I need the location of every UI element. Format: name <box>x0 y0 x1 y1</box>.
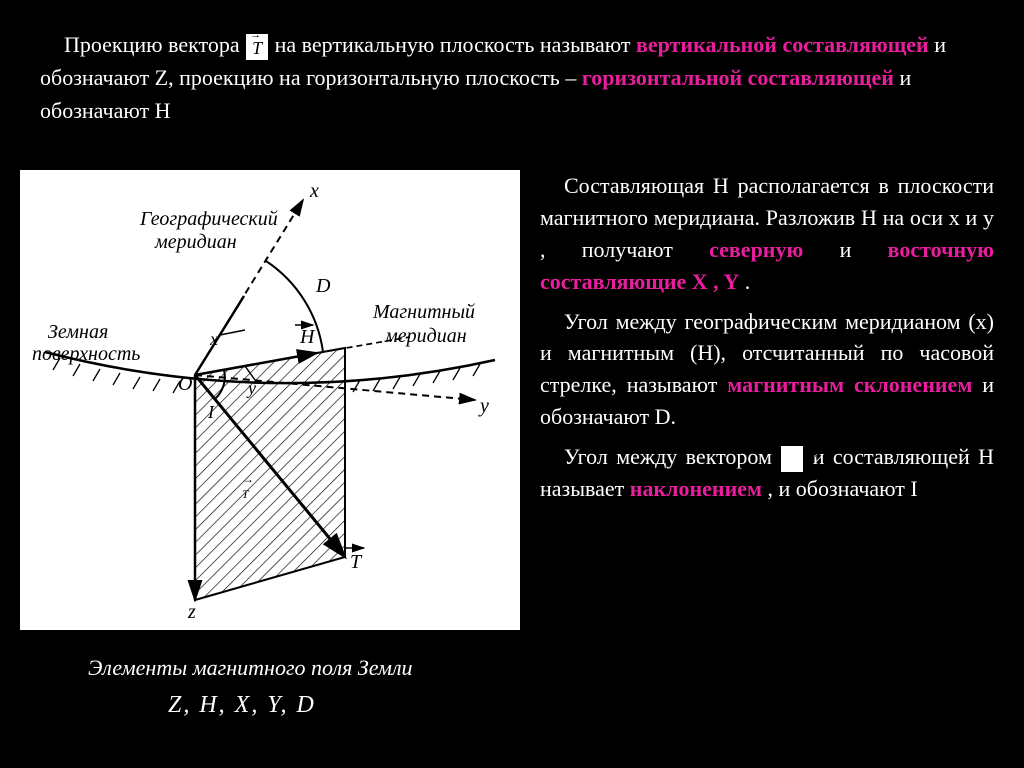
label-earth1: Земная <box>48 321 108 343</box>
p1b: и <box>840 237 888 262</box>
p3c: , и обозначают I <box>768 476 918 501</box>
label-t: T <box>350 551 363 573</box>
para1: Составляющая H располагается в плоскости… <box>540 170 994 298</box>
diagram: Географический меридиан Магнитный мериди… <box>20 170 520 630</box>
label-z: z <box>187 601 196 623</box>
label-geographic2: меридиан <box>154 231 237 253</box>
text-part1: Проекцию вектора <box>64 32 245 57</box>
label-d: D <box>315 275 331 297</box>
p1c: . <box>745 269 751 294</box>
main-content: Географический меридиан Магнитный мериди… <box>20 170 1004 630</box>
p3a: Угол между вектором <box>564 444 780 469</box>
vector-t-small-label: →T <box>242 472 254 502</box>
p2h: магнитным склонением <box>727 372 972 397</box>
label-geographic1: Географический <box>139 208 278 230</box>
description-text: Составляющая H располагается в плоскости… <box>540 170 1004 630</box>
highlight-vertical: вертикальной составляющей <box>636 32 929 57</box>
label-h: H <box>299 326 316 348</box>
label-o: O <box>178 373 192 395</box>
label-x: x <box>309 180 319 202</box>
label-i: I <box>207 402 215 422</box>
diagram-caption: Элементы магнитного поля Земли <box>88 655 413 681</box>
text-part2: на вертикальную плоскость называют <box>275 32 636 57</box>
p1h1: северную <box>709 237 803 262</box>
label-y: y <box>478 395 489 417</box>
vector-t-symbol-2: T <box>780 445 804 473</box>
label-earth2: поверхность <box>32 343 140 365</box>
vector-t-symbol: T <box>245 33 269 61</box>
highlight-horizontal: горизонтальной составляющей <box>582 65 894 90</box>
vertical-plane <box>195 348 345 600</box>
label-xs: x <box>209 329 218 349</box>
label-ys: y <box>246 378 256 398</box>
intro-paragraph: Проекцию вектора T на вертикальную плоск… <box>40 28 984 127</box>
vector-t-small: T <box>242 487 249 501</box>
label-magnetic2: меридиан <box>384 325 467 347</box>
formula-elements: Z, H, X, Y, D <box>168 692 316 719</box>
x-axis-solid <box>195 296 244 375</box>
diagram-svg: Географический меридиан Магнитный мериди… <box>20 170 520 630</box>
para2: Угол между географическим меридианом (x)… <box>540 306 994 434</box>
p3h: наклонением <box>630 476 762 501</box>
para3: Угол между вектором T и составляющей H н… <box>540 441 994 505</box>
label-magnetic1: Магнитный <box>372 301 475 323</box>
